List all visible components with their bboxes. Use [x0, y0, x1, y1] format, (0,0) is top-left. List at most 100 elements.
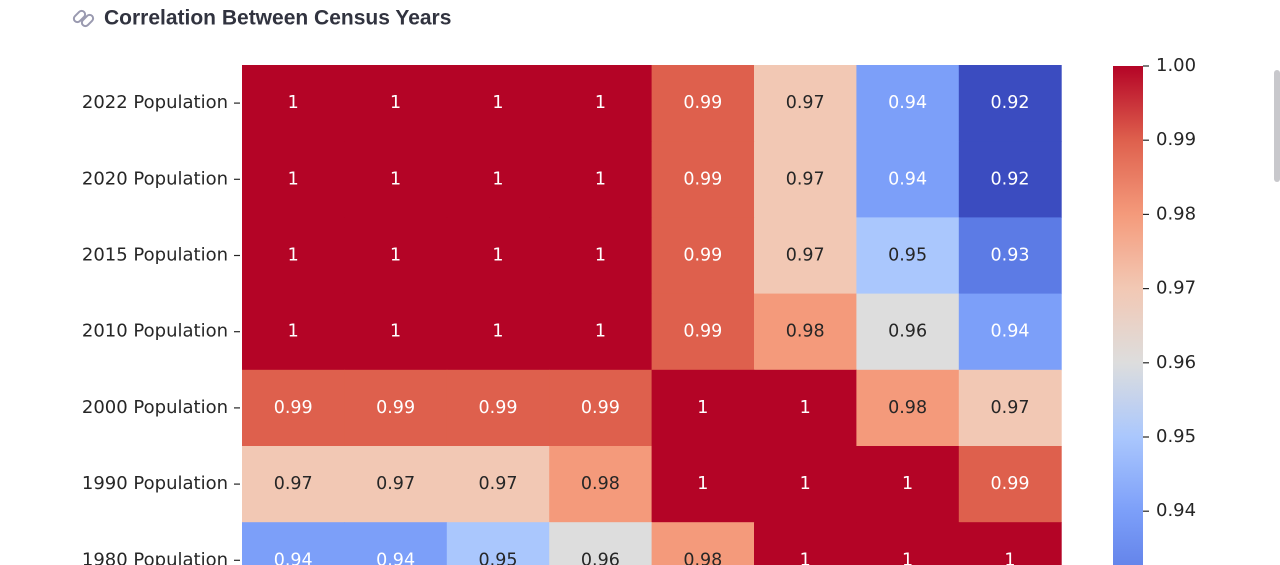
heatmap-cell: [242, 293, 345, 371]
row-label: 2022 Population: [82, 92, 228, 113]
heatmap-cell: [754, 446, 857, 523]
heatmap-cell: [242, 446, 345, 523]
cell-label: 0.94: [274, 550, 313, 565]
cell-label: 0.97: [274, 474, 313, 494]
cell-label: 1: [288, 246, 299, 266]
cell-label: 1: [492, 322, 503, 342]
link-icon: [72, 9, 95, 28]
row-label: 1980 Population: [82, 549, 228, 565]
heatmap-cell: [344, 141, 448, 218]
cell-label: 0.94: [376, 550, 415, 565]
cell-label: 0.97: [786, 169, 825, 189]
cell-label: 0.99: [683, 169, 722, 189]
heatmap-cell: [651, 65, 755, 142]
heatmap-cell: [549, 446, 653, 523]
heatmap-cell: [242, 369, 345, 447]
heatmap-cell: [958, 522, 1062, 565]
heatmap-cell: [958, 293, 1062, 371]
cell-label: 0.98: [581, 474, 620, 494]
cell-label: 1: [800, 398, 811, 418]
heatmap-cell: [958, 141, 1062, 218]
cell-label: 0.92: [991, 93, 1030, 113]
heatmap-cell: [344, 522, 448, 565]
heatmap-cell: [754, 293, 857, 371]
cell-label: 1: [390, 169, 401, 189]
colorbar-tick-label: 0.97: [1156, 278, 1196, 299]
cell-label: 1: [288, 93, 299, 113]
colorbar-tick-label: 0.94: [1156, 500, 1196, 521]
cell-label: 0.95: [888, 246, 927, 266]
cell-label: 0.96: [888, 322, 927, 342]
cell-label: 0.99: [274, 398, 313, 418]
heatmap-cell: [958, 446, 1062, 523]
heatmap-cell: [446, 522, 550, 565]
cell-label: 0.97: [479, 474, 518, 494]
heatmap-cell: [549, 217, 653, 295]
cell-label: 1: [492, 93, 503, 113]
heatmap-cell: [242, 522, 345, 565]
heatmap-cell: [754, 141, 857, 218]
heatmap-cell: [856, 217, 960, 295]
colorbar-tick-label: 0.98: [1156, 203, 1196, 224]
heatmap-cell: [958, 65, 1062, 142]
cell-label: 0.97: [376, 474, 415, 494]
heatmap-cell: [856, 369, 960, 447]
chart-title: Correlation Between Census Years: [104, 7, 451, 30]
heatmap-cell: [754, 522, 857, 565]
heatmap-cell: [242, 141, 345, 218]
row-label: 2020 Population: [82, 168, 228, 189]
heatmap-cell: [754, 369, 857, 447]
heatmap-cell: [754, 65, 857, 142]
heatmap-cell: [446, 65, 550, 142]
row-label: 1990 Population: [82, 473, 228, 494]
colorbar-tick-label: 1.00: [1156, 55, 1196, 76]
cell-label: 0.96: [581, 550, 620, 565]
cell-label: 0.98: [786, 322, 825, 342]
cell-label: 1: [288, 322, 299, 342]
heatmap-cell: [754, 217, 857, 295]
cell-label: 1: [390, 322, 401, 342]
cell-label: 0.94: [888, 169, 927, 189]
heatmap-cell: [446, 217, 550, 295]
heatmap-cell: [446, 446, 550, 523]
cell-label: 1: [697, 398, 708, 418]
cell-label: 0.99: [683, 93, 722, 113]
heatmap-cell: [549, 369, 653, 447]
cell-label: 0.99: [376, 398, 415, 418]
heatmap-cell: [856, 65, 960, 142]
colorbar-tick-label: 0.99: [1156, 129, 1196, 150]
cell-label: 1: [492, 169, 503, 189]
scrollbar[interactable]: [1274, 70, 1280, 182]
heatmap-cell: [344, 446, 448, 523]
cell-label: 1: [595, 246, 606, 266]
colorbar-tick-label: 0.96: [1156, 352, 1196, 373]
heatmap-cell: [856, 446, 960, 523]
cell-label: 1: [800, 550, 811, 565]
heatmap-cell: [651, 141, 755, 218]
cell-label: 0.94: [888, 93, 927, 113]
heatmap-cell: [549, 293, 653, 371]
cell-label: 0.97: [991, 398, 1030, 418]
row-label: 2015 Population: [82, 245, 228, 266]
heatmap-cell: [242, 65, 345, 142]
cell-label: 1: [902, 474, 913, 494]
heatmap-cell: [344, 369, 448, 447]
heatmap-cell: [856, 141, 960, 218]
cell-label: 0.93: [991, 246, 1030, 266]
heatmap-cell: [958, 369, 1062, 447]
heatmap-cell: [344, 293, 448, 371]
cell-label: 0.99: [991, 474, 1030, 494]
cell-label: 0.97: [786, 93, 825, 113]
cell-label: 0.98: [683, 550, 722, 565]
cell-label: 1: [697, 474, 708, 494]
colorbar-tick-label: 0.95: [1156, 426, 1196, 447]
heatmap-cell: [651, 522, 755, 565]
heatmap-cell: [856, 522, 960, 565]
cell-label: 1: [1004, 550, 1015, 565]
cell-label: 1: [390, 246, 401, 266]
cell-label: 1: [902, 550, 913, 565]
heatmap-cell: [856, 293, 960, 371]
heatmap-cell: [549, 141, 653, 218]
